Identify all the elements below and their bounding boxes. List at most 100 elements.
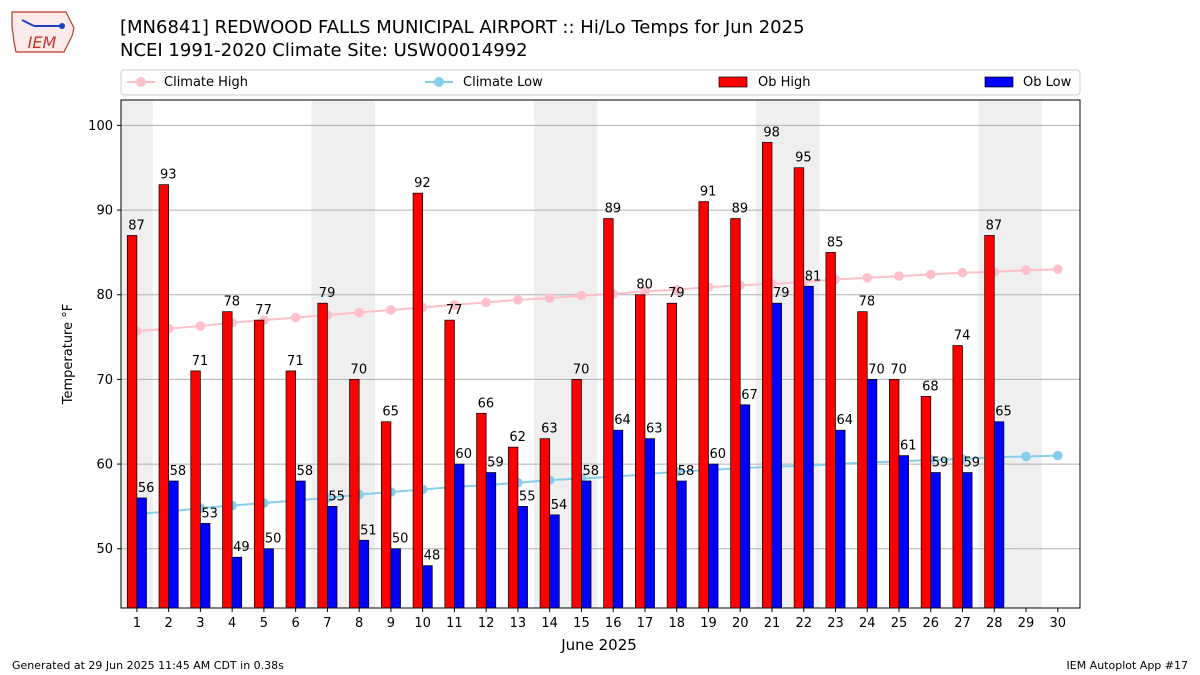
ob-high-bar-12	[476, 412, 487, 609]
ob-low-bar-20	[739, 404, 751, 609]
ob-low-label-13: 55	[519, 489, 536, 504]
ob-low-bar-2	[168, 480, 179, 609]
ob-high-label-1: 87	[128, 218, 145, 233]
ob-high-bar-5	[253, 319, 265, 609]
legend-ob-low-swatch	[984, 76, 1014, 88]
x-tick-label-16: 16	[605, 616, 622, 631]
x-tick-label-29: 29	[1018, 616, 1035, 631]
ob-high-label-11: 77	[446, 303, 463, 318]
legend-ob-low-label: Ob Low	[1023, 75, 1072, 90]
climate-high-point-3	[195, 321, 206, 331]
climate-high-point-11	[449, 300, 460, 310]
climate-high-point-26	[925, 269, 936, 280]
climate-high-point-14	[544, 293, 555, 303]
x-tick-label-17: 17	[637, 616, 654, 631]
ob-low-label-21: 79	[773, 286, 790, 301]
ob-high-bar-3	[190, 370, 201, 609]
ob-low-label-20: 67	[741, 388, 758, 403]
ob-high-bar-18	[666, 302, 678, 609]
x-tick-label-1: 1	[133, 616, 141, 631]
ob-high-label-27: 74	[954, 329, 971, 344]
ob-low-label-16: 64	[614, 413, 631, 428]
x-tick-label-7: 7	[323, 616, 331, 631]
x-axis-label: June 2025	[560, 636, 637, 654]
ob-high-label-22: 95	[795, 151, 812, 166]
climate-high-point-6	[290, 312, 301, 323]
weather-vane-cup	[59, 23, 65, 29]
climate-high-point-18	[671, 284, 682, 295]
legend-item-climate-low: Climate Low	[425, 75, 543, 90]
y-tick-label-50: 50	[96, 542, 113, 557]
climate-high-point-24	[862, 273, 873, 283]
x-tick-label-26: 26	[922, 616, 939, 631]
ob-low-bar-11	[454, 463, 465, 609]
ob-low-label-12: 59	[487, 456, 504, 471]
ob-high-label-26: 68	[922, 379, 939, 394]
ob-low-label-6: 58	[297, 464, 314, 479]
legend-climate-low-marker	[434, 77, 444, 87]
ob-low-label-4: 49	[233, 540, 250, 555]
ob-low-bar-5	[263, 548, 274, 609]
ob-low-bar-9	[390, 548, 401, 609]
ob-low-bar-27	[962, 472, 973, 609]
ob-low-bar-23	[835, 429, 846, 609]
y-tick-label-100: 100	[88, 119, 113, 134]
ob-high-bar-13	[507, 446, 519, 609]
ob-high-bar-25	[889, 379, 900, 609]
legend-climate-high-label: Climate High	[164, 75, 248, 90]
ob-low-bar-3	[200, 522, 211, 609]
ob-low-label-10: 48	[424, 549, 441, 564]
climate-high-point-9	[386, 305, 396, 315]
ob-low-bar-10	[422, 565, 433, 609]
climate-high-point-30	[1052, 264, 1063, 275]
ob-low-label-14: 54	[551, 498, 568, 513]
y-tick-label-80: 80	[96, 288, 113, 303]
ob-low-label-11: 60	[455, 447, 472, 462]
legend-climate-high-marker	[136, 77, 146, 87]
ob-high-label-28: 87	[986, 218, 1003, 233]
x-tick-label-3: 3	[196, 616, 204, 631]
x-tick-label-13: 13	[510, 616, 527, 631]
ob-high-bar-2	[158, 184, 169, 609]
climate-high-line	[136, 268, 1058, 333]
ob-low-bar-19	[708, 463, 719, 609]
plot-frame	[120, 99, 1081, 609]
climate-high-point-15	[576, 290, 587, 301]
ob-low-bar-25	[898, 455, 909, 609]
x-tick-label-24: 24	[859, 616, 876, 631]
ob-low-bar-21	[771, 302, 782, 609]
x-tick-label-6: 6	[292, 616, 300, 631]
ob-low-label-28: 65	[995, 405, 1012, 420]
x-tick-label-4: 4	[228, 616, 236, 631]
ob-high-label-6: 71	[287, 354, 304, 369]
ob-low-label-26: 59	[932, 456, 949, 471]
ob-high-bar-1	[126, 235, 138, 609]
climate-high-point-29	[1021, 265, 1031, 275]
ob-low-bar-24	[866, 379, 878, 609]
x-tick-label-5: 5	[260, 616, 268, 631]
ob-low-label-5: 50	[265, 532, 282, 547]
ob-low-bar-14	[549, 514, 560, 609]
ob-high-bar-23	[825, 252, 836, 609]
ob-high-label-15: 70	[573, 362, 590, 377]
ob-low-label-3: 53	[201, 506, 218, 521]
ob-high-bar-28	[984, 235, 995, 609]
ob-high-label-20: 89	[732, 202, 749, 217]
ob-low-label-27: 59	[964, 456, 981, 471]
climate-high-point-12	[481, 297, 491, 308]
ob-high-label-5: 77	[255, 303, 272, 318]
x-tick-label-19: 19	[700, 616, 717, 631]
ob-low-label-7: 55	[328, 489, 345, 504]
ob-low-label-19: 60	[709, 447, 726, 462]
x-tick-label-18: 18	[668, 616, 685, 631]
x-tick-label-10: 10	[414, 616, 431, 631]
x-tick-label-2: 2	[164, 616, 172, 631]
ob-low-label-24: 70	[868, 362, 885, 377]
x-tick-label-14: 14	[541, 616, 558, 631]
ob-low-label-23: 64	[836, 413, 853, 428]
ob-low-bar-13	[517, 506, 528, 609]
ob-high-bar-15	[571, 379, 582, 609]
ob-low-bar-17	[644, 438, 655, 609]
ob-high-bar-7	[317, 302, 328, 609]
x-tick-label-9: 9	[387, 616, 395, 631]
